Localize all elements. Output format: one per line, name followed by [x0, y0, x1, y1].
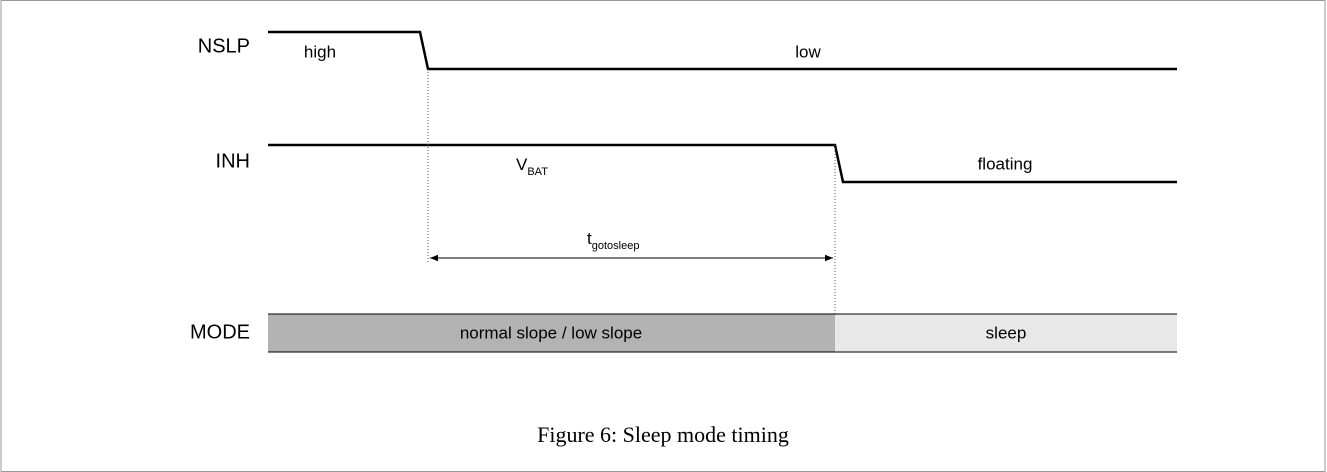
inh-wave: [268, 143, 1177, 184]
signal-label: MODE: [190, 321, 250, 343]
caption: Figure 6: Sleep mode timing: [537, 422, 789, 447]
mode-sleep: [835, 314, 1177, 352]
mode-label: normal slope / low slope: [460, 323, 642, 342]
signal-label: INH: [216, 150, 250, 172]
mode-normal: [268, 314, 835, 352]
nslp-wave: [268, 30, 1177, 71]
signal-label: NSLP: [198, 35, 250, 57]
mode-label: sleep: [986, 323, 1027, 342]
interval-label: tgotosleep: [587, 229, 639, 251]
interval-sub: gotosleep: [592, 240, 640, 252]
state-sub: BAT: [527, 166, 548, 178]
state-label: VBAT: [516, 155, 548, 177]
state-label: low: [795, 42, 821, 61]
state-main: V: [516, 155, 528, 174]
state-label: high: [304, 42, 336, 61]
interval-main: t: [587, 229, 592, 248]
state-label: floating: [978, 154, 1033, 173]
